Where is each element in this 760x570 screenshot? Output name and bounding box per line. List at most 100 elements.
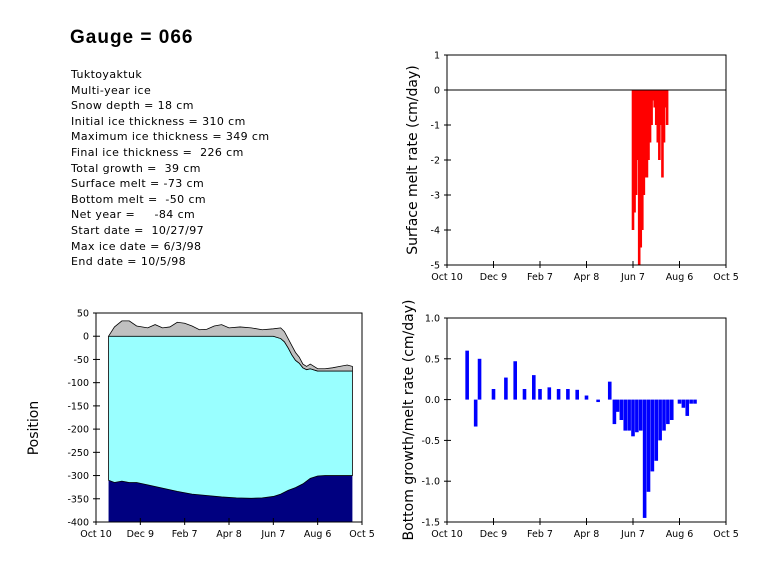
bar: [566, 388, 570, 400]
y-tick-label: 0.0: [425, 395, 440, 406]
bar: [646, 399, 651, 492]
bar: [677, 399, 682, 404]
bar: [638, 399, 643, 431]
y-tick-label: 50: [77, 309, 89, 320]
bar: [636, 90, 639, 160]
info-line: End date = 10/5/98: [71, 255, 187, 269]
info-line: Max ice date = 6/3/98: [71, 239, 202, 253]
x-tick-label: Feb 7: [527, 272, 553, 283]
bar: [607, 381, 612, 400]
bar: [627, 399, 631, 431]
y-tick-label: -200: [67, 425, 89, 436]
x-tick-label: Dec 9: [127, 529, 154, 540]
page-title: Gauge = 066: [70, 27, 194, 48]
bar: [648, 90, 652, 143]
bar: [681, 399, 686, 408]
bar: [689, 399, 693, 404]
bar: [642, 399, 647, 518]
x-tick-label: Jun 7: [260, 529, 285, 540]
snow-area: [107, 320, 353, 372]
bar: [538, 388, 542, 400]
x-tick-label: Aug 6: [304, 529, 332, 540]
bar: [633, 90, 636, 213]
bar: [556, 388, 561, 400]
bar: [477, 358, 482, 400]
y-tick-label: -2: [431, 156, 440, 167]
bar: [631, 90, 635, 230]
info-line: Initial ice thickness = 310 cm: [71, 114, 246, 128]
bar: [647, 90, 650, 160]
bar: [513, 361, 517, 400]
y-tick-label: 1: [434, 51, 440, 62]
info-panel: Tuktoyaktuk Multi-year ice Snow depth = 18…: [71, 67, 270, 270]
info-line: Net year = -84 cm: [71, 208, 196, 222]
x-tick-label: Oct 5: [713, 272, 739, 283]
info-line: Final ice thickness = 226 cm: [71, 145, 244, 159]
plot-frame: [446, 54, 727, 266]
bar: [491, 388, 496, 400]
bar: [631, 399, 635, 437]
info-line: Snow depth = 18 cm: [71, 99, 194, 113]
y-axis-title: Bottom growth/melt rate (cm/day): [401, 300, 417, 541]
bar: [623, 399, 628, 431]
bar: [666, 399, 670, 425]
y-tick-label: 0.5: [425, 354, 440, 365]
x-tick-label: Apr 8: [574, 272, 600, 283]
bar: [639, 90, 643, 248]
surface_melt-plot-area: [631, 90, 669, 265]
bar: [659, 90, 663, 125]
y-tick-label: -300: [67, 471, 89, 482]
bottom_growth-plot-area: [465, 350, 697, 518]
bar: [651, 90, 655, 101]
x-tick-label: Aug 6: [666, 529, 694, 540]
bar: [575, 389, 579, 400]
x-tick-label: Oct 10: [431, 529, 463, 540]
info-line: Maximum ice thickness = 349 cm: [71, 130, 270, 144]
x-tick-label: Oct 10: [431, 272, 463, 283]
bar: [641, 90, 644, 230]
bar: [650, 90, 653, 125]
y-tick-label: -250: [67, 448, 89, 459]
bar: [645, 90, 649, 178]
bar: [644, 90, 647, 178]
x-tick-label: Apr 8: [574, 529, 600, 540]
bar: [665, 90, 669, 125]
y-tick-label: -0.5: [421, 436, 440, 447]
bar: [656, 90, 660, 143]
bar: [619, 399, 624, 420]
x-tick-label: Aug 6: [666, 272, 694, 283]
bar: [654, 399, 659, 461]
bar: [693, 399, 697, 404]
x-tick-label: Oct 10: [80, 529, 112, 540]
x-tick-label: Apr 8: [216, 529, 242, 540]
y-tick-label: -150: [67, 401, 89, 412]
bar: [658, 90, 661, 160]
x-tick-label: Feb 7: [527, 529, 553, 540]
y-tick-label: 1.0: [425, 314, 440, 325]
bar: [465, 350, 469, 400]
x-tick-label: Feb 7: [172, 529, 198, 540]
x-tick-label: Dec 9: [480, 529, 507, 540]
y-tick-label: 0: [83, 332, 89, 343]
info-line: Start date = 10/27/97: [71, 223, 205, 237]
info-line: Bottom melt = -50 cm: [71, 192, 207, 206]
bar: [662, 399, 666, 431]
y-tick-label: -50: [73, 355, 89, 366]
bar: [661, 90, 664, 178]
y-tick-label: -350: [67, 494, 89, 505]
y-tick-label: -4: [431, 226, 440, 237]
bar: [653, 90, 656, 108]
bar: [669, 399, 674, 420]
bar: [596, 399, 600, 403]
y-tick-label: -100: [67, 378, 89, 389]
x-tick-label: Oct 5: [349, 529, 375, 540]
bar: [658, 399, 662, 441]
bar: [584, 395, 589, 400]
bar: [532, 375, 536, 400]
bar: [650, 399, 655, 472]
y-axis-title: Position: [26, 401, 42, 456]
